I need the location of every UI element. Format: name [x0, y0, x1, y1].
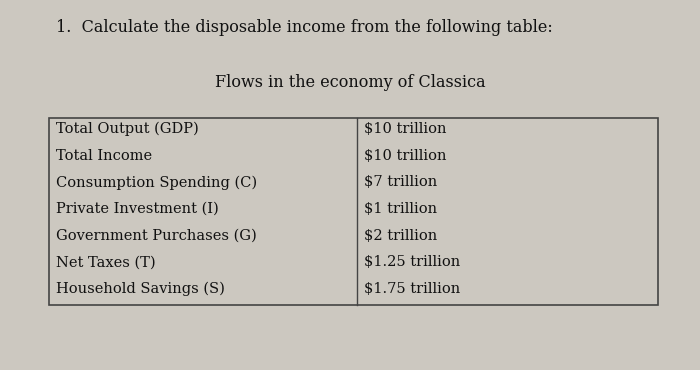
Text: $1.75 trillion: $1.75 trillion — [363, 282, 460, 296]
Text: Government Purchases (G): Government Purchases (G) — [56, 229, 257, 243]
Text: Household Savings (S): Household Savings (S) — [56, 282, 225, 296]
Text: Total Income: Total Income — [56, 149, 152, 163]
Text: $10 trillion: $10 trillion — [363, 149, 446, 163]
Text: Private Investment (I): Private Investment (I) — [56, 202, 218, 216]
Text: $7 trillion: $7 trillion — [363, 175, 437, 189]
Text: $2 trillion: $2 trillion — [363, 229, 437, 243]
Text: Total Output (GDP): Total Output (GDP) — [56, 122, 199, 137]
Text: $1.25 trillion: $1.25 trillion — [363, 255, 460, 269]
Text: Consumption Spending (C): Consumption Spending (C) — [56, 175, 257, 190]
Text: Net Taxes (T): Net Taxes (T) — [56, 255, 155, 269]
Text: $1 trillion: $1 trillion — [363, 202, 437, 216]
Text: $10 trillion: $10 trillion — [363, 122, 446, 136]
Text: 1.  Calculate the disposable income from the following table:: 1. Calculate the disposable income from … — [56, 18, 553, 36]
Text: Flows in the economy of Classica: Flows in the economy of Classica — [215, 74, 485, 91]
